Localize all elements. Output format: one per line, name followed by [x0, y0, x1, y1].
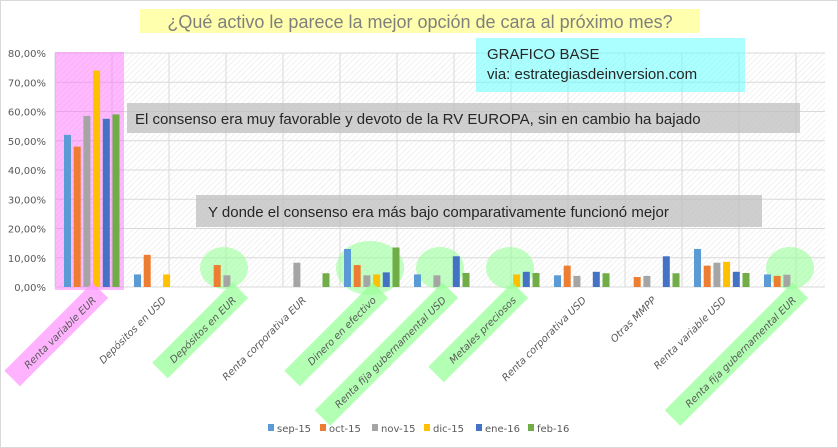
y-tick-label: 40,00%	[8, 166, 46, 177]
bar-sep-15-4	[344, 248, 351, 287]
x-tick-label: Metales preciosos	[448, 295, 519, 366]
legend-label: nov-15	[381, 424, 415, 435]
bar-dic-15-6	[513, 274, 521, 287]
bar-feb-16-7	[602, 273, 610, 287]
highlight-ellipse-5	[416, 247, 464, 289]
note2-box	[196, 195, 762, 227]
highlight-ellipse-6	[486, 247, 534, 289]
bar-sep-15-10	[764, 274, 771, 287]
bar-nov-15-10	[783, 274, 791, 287]
bar-ene-16-9	[732, 271, 740, 287]
bar-oct-15-2	[213, 265, 221, 287]
bar-ene-16-5	[452, 256, 460, 287]
bar-nov-15-5	[433, 275, 441, 287]
bar-nov-15-7	[573, 275, 581, 287]
category-highlight-box	[4, 282, 109, 387]
bar-dic-15-4	[373, 274, 381, 287]
bar-ene-16-8	[662, 256, 670, 287]
x-category-10: Renta fija gubernamental EUR	[664, 282, 809, 426]
category-highlight-box	[314, 282, 459, 426]
bar-oct-15-8	[633, 277, 641, 287]
bar-oct-15-7	[563, 265, 571, 287]
legend-swatch-nov-15	[372, 424, 378, 431]
bar-dic-15-0	[93, 70, 101, 287]
x-category-8: Otras MMPP	[609, 294, 660, 345]
bar-ene-16-4	[382, 272, 390, 287]
base-line1: GRAFICO BASE	[487, 46, 600, 63]
x-tick-label: Depósitos en USD	[97, 294, 169, 366]
bar-nov-15-9	[713, 262, 721, 287]
x-tick-label: Renta variable EUR	[23, 295, 99, 371]
category-highlight-box	[284, 282, 389, 387]
bar-nov-15-8	[643, 275, 651, 287]
y-tick-label: 10,00%	[8, 254, 46, 265]
bar-sep-15-0	[64, 134, 71, 287]
legend-label: sep-15	[277, 424, 311, 435]
x-category-5: Renta fija gubernamental USD	[314, 282, 459, 426]
note2-text: Y donde el consenso era más bajo compara…	[208, 204, 669, 221]
legend-label: feb-16	[537, 424, 569, 435]
bar-feb-16-9	[742, 272, 750, 287]
legend-label: ene-16	[485, 424, 520, 435]
bar-sep-15-1	[134, 274, 141, 287]
bar-ene-16-7	[592, 271, 600, 287]
legend-swatch-dic-15	[424, 424, 430, 431]
bar-feb-16-5	[462, 272, 470, 287]
bar-sep-15-7	[554, 275, 561, 287]
x-tick-label: Renta fija gubernamental EUR	[684, 295, 799, 410]
y-tick-label: 80,00%	[8, 49, 46, 60]
legend-swatch-feb-16	[528, 424, 534, 431]
legend-swatch-oct-15	[320, 424, 326, 431]
legend-label: dic-15	[433, 424, 464, 435]
bars	[64, 70, 791, 287]
note1-text: El consenso era muy favorable y devoto d…	[135, 111, 701, 128]
bar-dic-15-1	[163, 274, 171, 287]
y-axis: 0,00% 10,00% 20,00% 30,00% 40,00% 50,00% 60,00…	[8, 49, 46, 294]
y-tick-label: 60,00%	[8, 108, 46, 119]
y-tick-label: 50,00%	[8, 137, 46, 148]
bar-ene-16-6	[522, 271, 530, 287]
bar-feb-16-8	[672, 273, 680, 287]
bar-oct-15-0	[73, 146, 81, 287]
category-highlight-box	[664, 282, 809, 426]
legend: sep-15 oct-15 nov-15 dic-15 ene-16 feb-16	[268, 424, 569, 435]
y-tick-label: 0,00%	[14, 283, 46, 294]
legend-label: oct-15	[329, 424, 361, 435]
base-line2: via: estrategiasdeinversion.com	[487, 66, 697, 83]
bar-oct-15-1	[143, 254, 151, 287]
title-highlight	[140, 9, 700, 33]
bar-sep-15-9	[694, 248, 701, 287]
bar-sep-15-5	[414, 274, 421, 287]
category-highlight-box	[152, 282, 249, 379]
bar-oct-15-4	[353, 265, 361, 287]
bar-feb-16-6	[532, 272, 540, 287]
bar-nov-15-3	[293, 262, 301, 287]
y-tick-label: 20,00%	[8, 225, 46, 236]
note1-box	[127, 103, 800, 133]
legend-swatch-ene-16	[476, 424, 482, 431]
bar-oct-15-9	[703, 265, 711, 287]
bar-nov-15-4	[363, 275, 371, 287]
base-box	[476, 38, 745, 92]
bar-feb-16-0	[112, 114, 120, 287]
x-tick-label: Depósitos en EUR	[168, 294, 239, 365]
x-category-1: Depósitos en USD	[97, 294, 169, 366]
bar-nov-15-0	[83, 115, 91, 287]
bar-feb-16-3	[322, 273, 330, 287]
bar-feb-16-4	[392, 247, 400, 287]
bar-nov-15-2	[223, 275, 231, 287]
x-category-0: Renta variable EUR	[4, 282, 109, 387]
legend-swatch-sep-15	[268, 424, 274, 431]
category-highlight-box	[428, 282, 529, 383]
x-tick-label: Otras MMPP	[609, 294, 660, 345]
bar-ene-16-0	[102, 118, 110, 287]
y-tick-label: 70,00%	[8, 78, 46, 89]
highlight-ellipse-2	[200, 247, 248, 289]
bar-oct-15-10	[773, 275, 781, 287]
bar-dic-15-9	[723, 261, 731, 287]
y-tick-label: 30,00%	[8, 195, 46, 206]
chart-title: ¿Qué activo le parece la mejor opción de…	[167, 12, 672, 32]
